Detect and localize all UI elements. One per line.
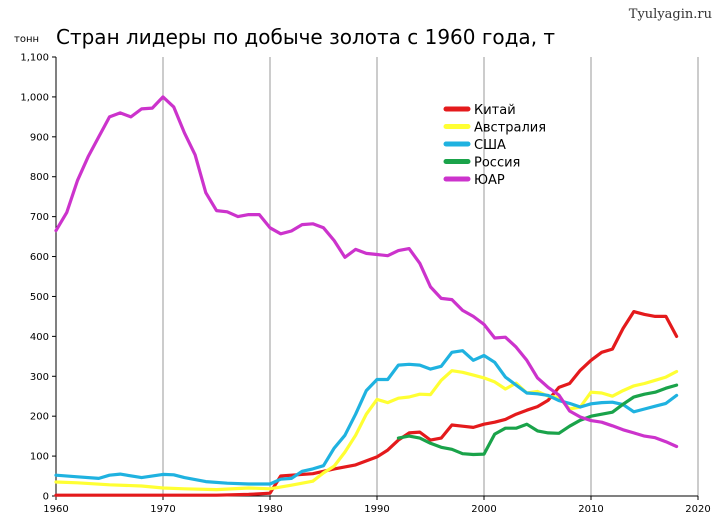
legend-label-2: США bbox=[474, 138, 506, 153]
series-line-4 bbox=[54, 95, 679, 449]
y-tick-label-0: 0 bbox=[43, 492, 49, 503]
y-tick-label-500: 500 bbox=[30, 292, 49, 303]
y-tick-label-100: 100 bbox=[30, 452, 49, 463]
x-tick-label-2020: 2020 bbox=[685, 504, 710, 515]
legend-label-4: ЮАР bbox=[474, 173, 505, 188]
y-tick-label-400: 400 bbox=[30, 332, 49, 343]
y-tick-label-800: 800 bbox=[30, 172, 49, 183]
legend-label-3: Россия bbox=[474, 156, 520, 171]
series-line-0 bbox=[54, 310, 679, 497]
legend: Китай Австралия США Россия ЮАР bbox=[443, 103, 546, 188]
x-tick-label-2000: 2000 bbox=[471, 504, 496, 515]
series-lines bbox=[54, 95, 679, 497]
chart-title: Стран лидеры по добыче золота с 1960 год… bbox=[56, 25, 555, 49]
x-tick-label-1980: 1980 bbox=[257, 504, 282, 515]
series-line-2 bbox=[54, 349, 679, 486]
y-tick-label-200: 200 bbox=[30, 412, 49, 423]
x-tick-label-1990: 1990 bbox=[364, 504, 389, 515]
watermark: Tyulyagin.ru bbox=[629, 7, 712, 22]
x-tick-label-1970: 1970 bbox=[150, 504, 175, 515]
y-tick-label-300: 300 bbox=[30, 372, 49, 383]
y-tick-label-900: 900 bbox=[30, 132, 49, 143]
y-tick-label-1000: 1,000 bbox=[20, 92, 49, 103]
x-axis-ticks: 1960 1970 1980 1990 2000 2010 2020 bbox=[43, 496, 711, 515]
legend-label-0: Китай bbox=[474, 103, 516, 118]
series-line-3 bbox=[396, 383, 679, 457]
y-tick-label-600: 600 bbox=[30, 252, 49, 263]
y-axis-ticks: 0 100 200 300 400 500 600 700 800 900 1,000 1,100 bbox=[20, 53, 56, 503]
series-line-1 bbox=[54, 369, 679, 492]
x-tick-label-2010: 2010 bbox=[578, 504, 603, 515]
y-tick-label-1100: 1,100 bbox=[20, 53, 49, 64]
legend-label-1: Австралия bbox=[474, 121, 546, 136]
y-axis-unit-label: тонн bbox=[14, 34, 39, 45]
gridlines bbox=[162, 57, 699, 496]
x-tick-label-1960: 1960 bbox=[43, 504, 68, 515]
y-tick-label-700: 700 bbox=[30, 212, 49, 223]
